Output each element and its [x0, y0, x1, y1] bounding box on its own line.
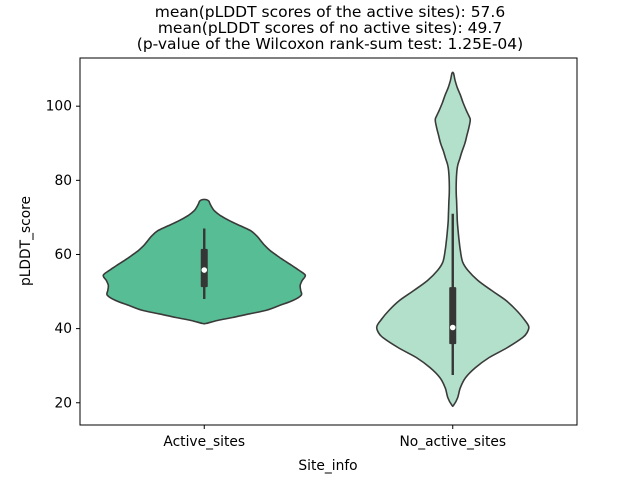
- plot-area: Active_sites No_active_sites 20 40 60 80 100: [46, 57, 578, 450]
- y-tick-label-20: 20: [54, 395, 72, 411]
- chart-title-line-2: mean(pLDDT scores of no active sites): 4…: [158, 19, 502, 37]
- y-tick-label-80: 80: [54, 173, 72, 189]
- x-tick-label-active-sites: Active_sites: [163, 434, 245, 450]
- plot-frame: [79, 57, 578, 426]
- chart-title-line-3: (p-value of the Wilcoxon rank-sum test: …: [137, 35, 523, 53]
- x-axis-label: Site_info: [298, 458, 357, 474]
- median-dot-no-active-sites: [449, 324, 456, 331]
- median-dot-active-sites: [201, 267, 208, 273]
- x-tick-label-no-active-sites: No_active_sites: [399, 434, 506, 450]
- y-tick-label-60: 60: [54, 247, 72, 263]
- chart-title-line-1: mean(pLDDT scores of the active sites): …: [155, 3, 505, 21]
- y-tick-label-100: 100: [46, 99, 72, 115]
- y-axis-label: pLDDT_score: [18, 196, 34, 286]
- y-tick-label-40: 40: [54, 321, 72, 337]
- iqr-box-no-active-sites: [449, 287, 457, 345]
